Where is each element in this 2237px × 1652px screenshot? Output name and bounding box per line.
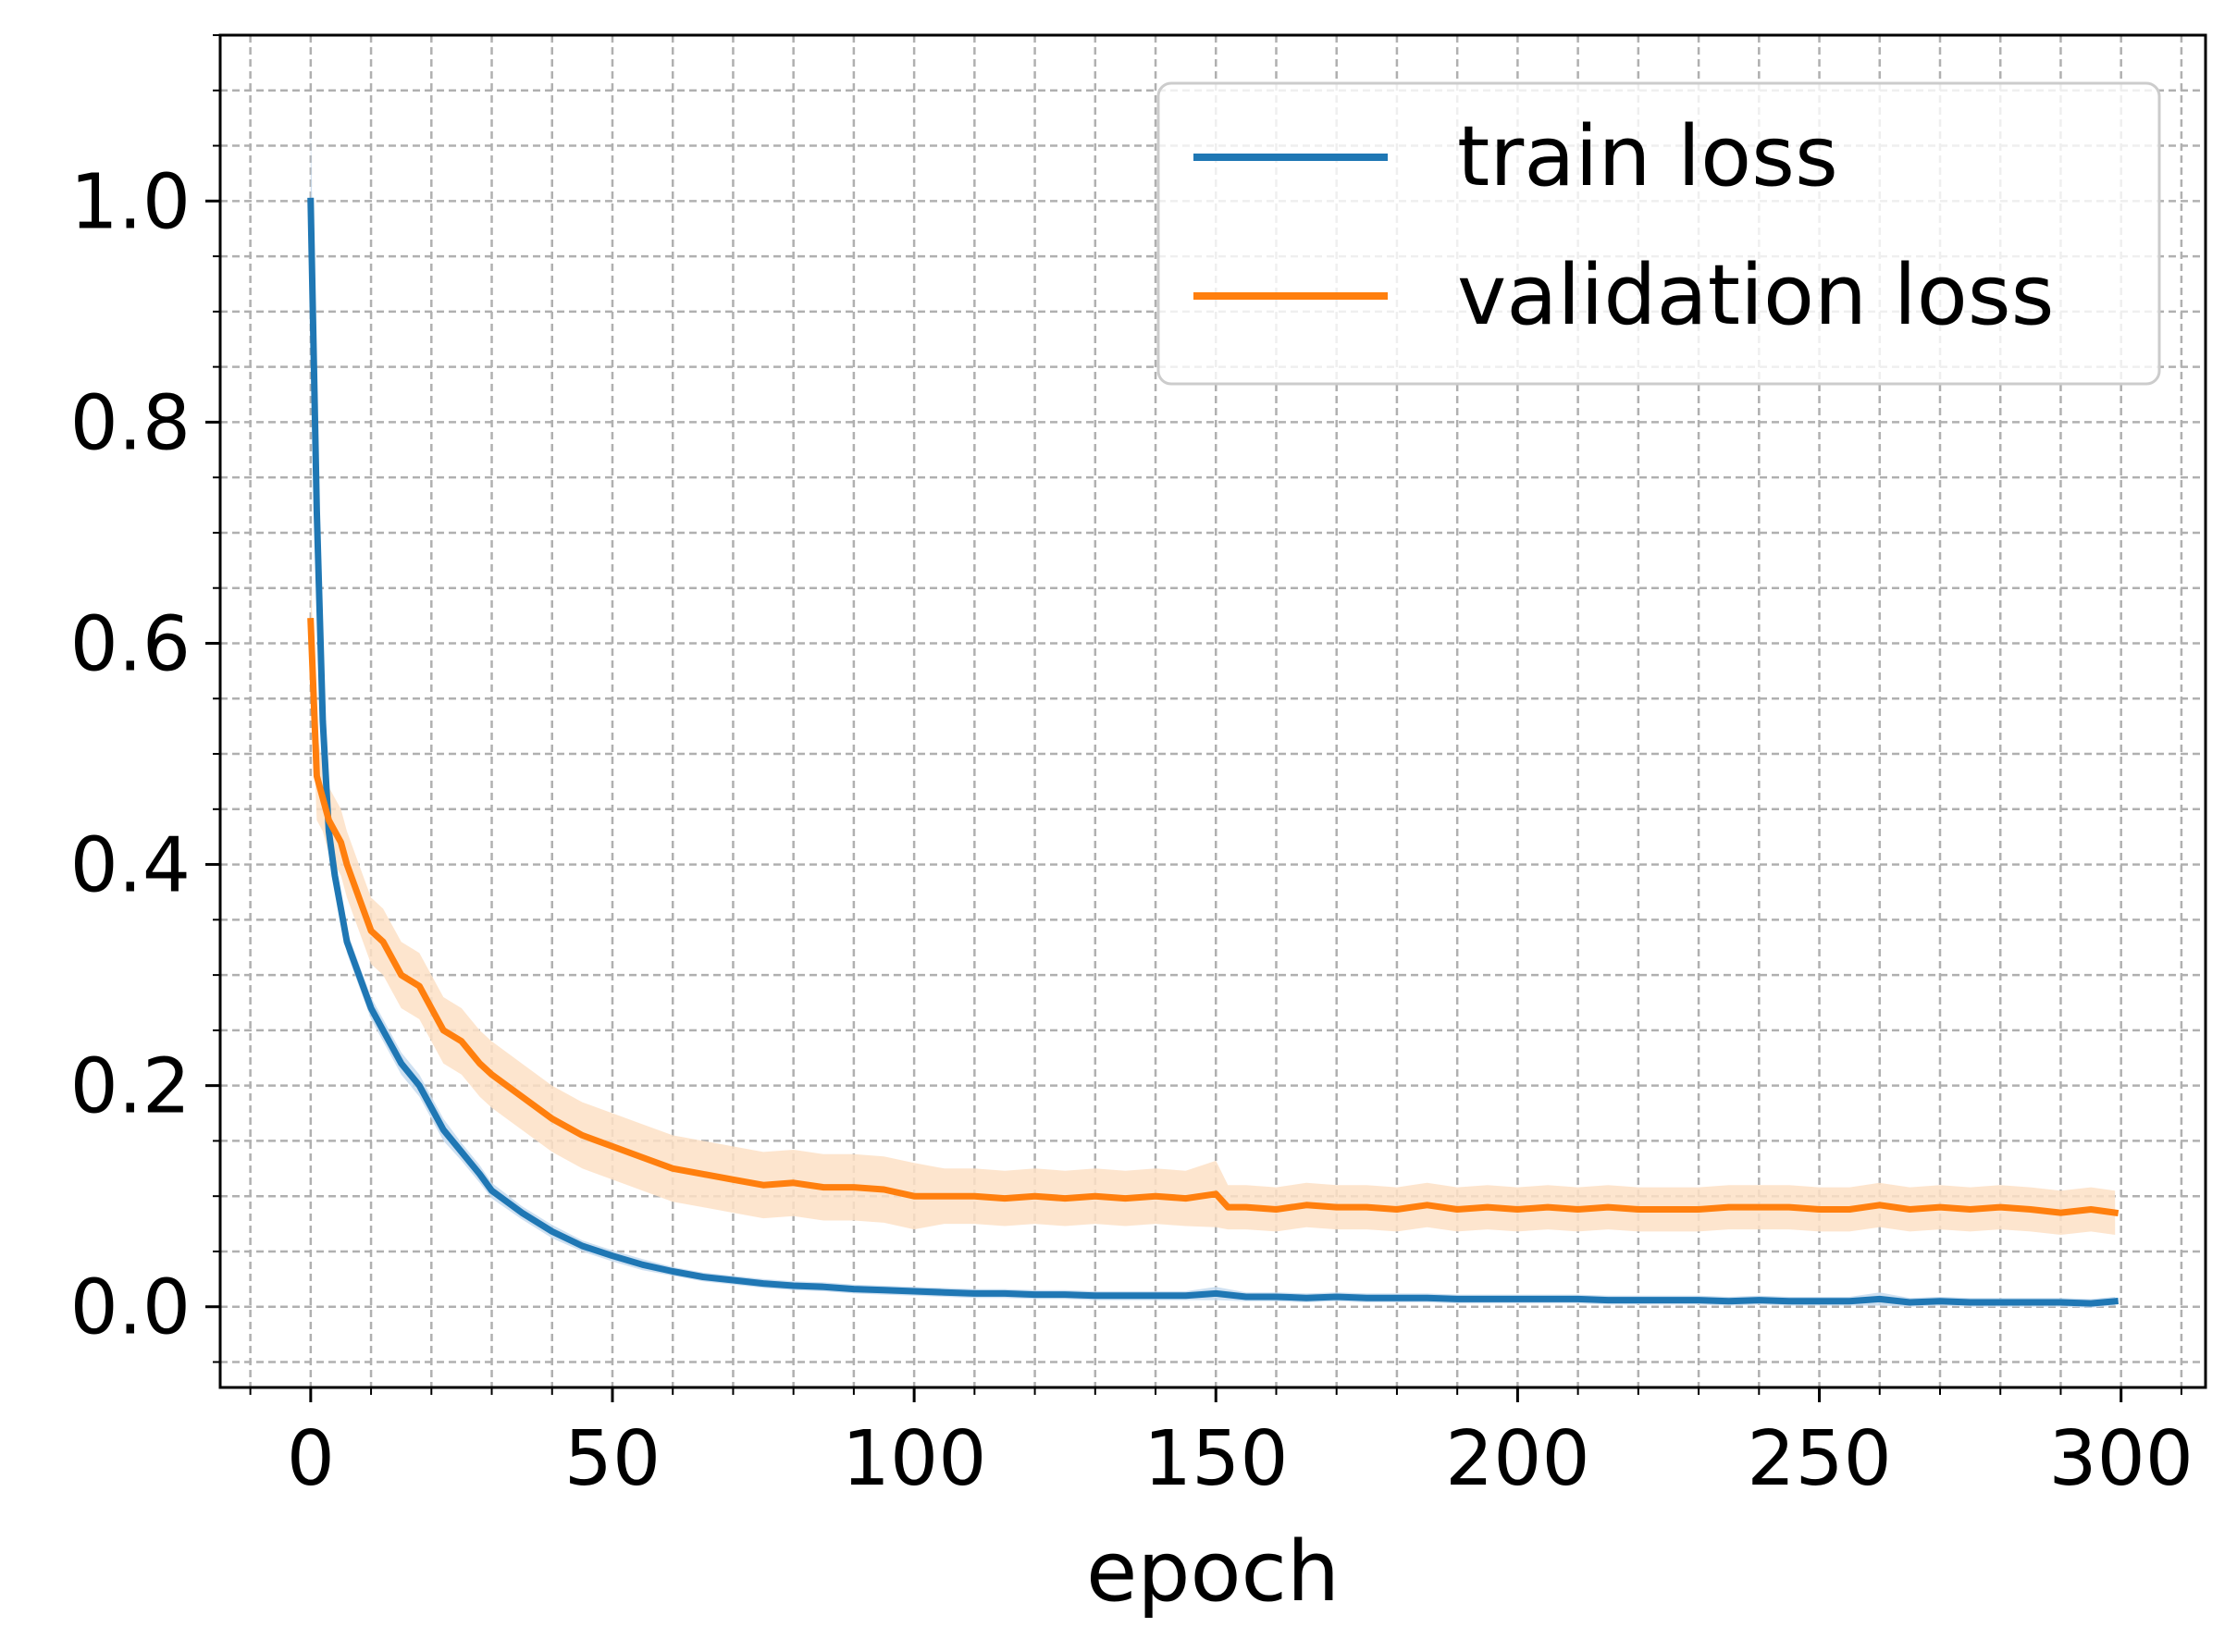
series-line-train	[307, 197, 2119, 1307]
y-tick-label: 1.0	[70, 158, 191, 246]
series-lines	[307, 197, 2120, 1307]
x-tick-label: 200	[1445, 1415, 1590, 1503]
x-axis-label: epoch	[1086, 1523, 1340, 1621]
series-line-validation	[307, 617, 2120, 1217]
legend-box	[1156, 81, 2161, 386]
x-tick-label: 0	[287, 1415, 335, 1503]
y-tick-label: 0.6	[70, 600, 191, 688]
x-tick-label: 250	[1747, 1415, 1892, 1503]
x-tick-label: 100	[842, 1415, 987, 1503]
y-tick-label: 0.4	[70, 822, 191, 910]
axis-ticks: 0 50 100 150 200 250 300 0.0 0.2 0.4 0.6 0.8 1.0	[70, 34, 2194, 1503]
plot-frame	[218, 33, 2207, 1389]
y-tick-label: 0.8	[70, 379, 191, 467]
x-tick-label: 300	[2048, 1415, 2194, 1503]
legend: train loss validation loss	[1156, 81, 2161, 386]
x-tick-label: 50	[564, 1415, 661, 1503]
x-tick-label: 150	[1143, 1415, 1289, 1503]
y-tick-label: 0.0	[70, 1264, 191, 1352]
legend-label-train: train loss	[1457, 108, 1838, 205]
legend-label-validation: validation loss	[1457, 247, 2055, 344]
y-tick-label: 0.2	[70, 1043, 191, 1131]
